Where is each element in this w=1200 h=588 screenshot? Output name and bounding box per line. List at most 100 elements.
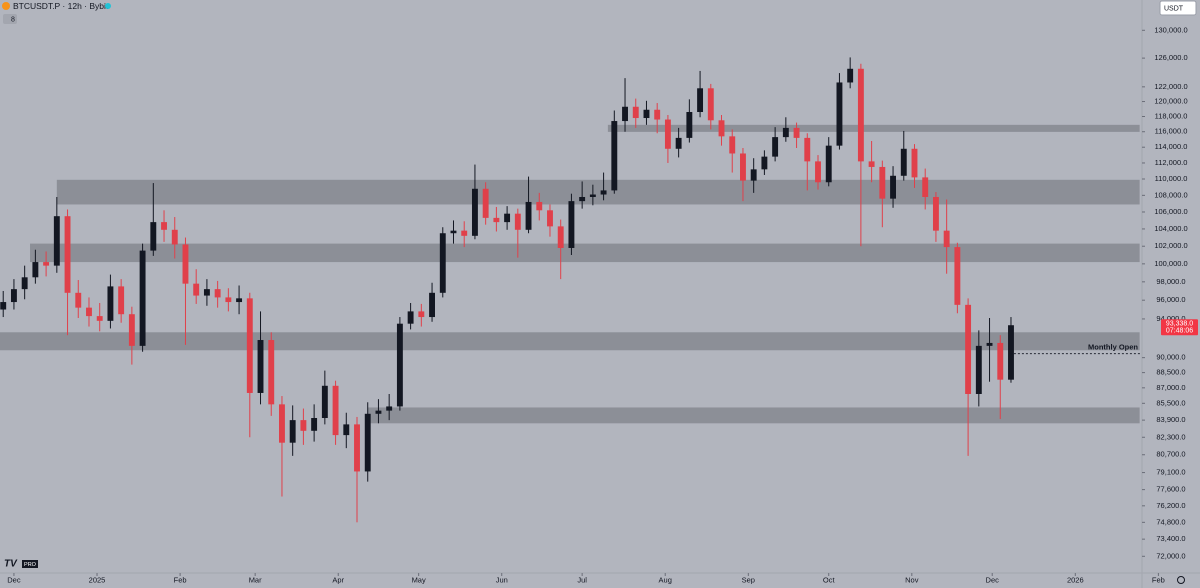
y-tick-label: 120,000.0 (1154, 97, 1187, 106)
candle-body (654, 109, 661, 120)
y-tick-label: 102,000.0 (1154, 241, 1187, 250)
candle-body (375, 410, 382, 414)
candle-body (10, 289, 17, 303)
brand-logo: TV (4, 559, 18, 570)
y-tick-label: 94,000.0 (1156, 314, 1185, 323)
candle-body (21, 277, 28, 290)
candle-body (429, 292, 435, 318)
y-tick-label: 73,400.0 (1156, 534, 1185, 543)
y-tick-label: 104,000.0 (1154, 224, 1187, 233)
y-tick-label: 106,000.0 (1154, 207, 1187, 216)
settings-icon[interactable] (1177, 576, 1185, 584)
candle-body (965, 304, 972, 394)
candle-body (504, 213, 511, 223)
candle-body (879, 166, 886, 199)
candle-body (257, 340, 264, 393)
countdown-label: 07:48:06 (1166, 328, 1193, 335)
candle-body (161, 222, 167, 230)
candle-body (718, 120, 725, 137)
brand-badge (22, 560, 38, 568)
candle-body (611, 121, 618, 191)
candle-body (600, 190, 607, 195)
x-tick-label: May (412, 575, 426, 584)
x-tick-label: Dec (986, 575, 1000, 584)
x-tick-label: 2026 (1067, 575, 1084, 584)
candle-body (793, 127, 800, 138)
x-tick-label: Dec (7, 575, 21, 584)
x-tick-label: Aug (659, 575, 672, 584)
candle-body (386, 406, 393, 411)
y-tick-label: 82,300.0 (1156, 432, 1185, 441)
y-tick-label: 98,000.0 (1156, 277, 1185, 286)
candle-body (514, 213, 521, 230)
candle-body (471, 188, 478, 236)
candle-body (461, 230, 468, 236)
candle-body (815, 161, 821, 183)
candle-body (686, 111, 693, 138)
y-tick-label: 72,000.0 (1156, 551, 1185, 560)
candle-body (707, 88, 714, 121)
candle-body (107, 286, 114, 321)
candle-body (332, 385, 339, 436)
candle-body (203, 289, 210, 296)
y-tick-label: 112,000.0 (1155, 158, 1188, 167)
candle-body (225, 297, 232, 303)
candle-body (868, 161, 875, 167)
zone (607, 124, 1140, 132)
candle-body (900, 148, 907, 176)
candle-body (740, 153, 746, 181)
candle-body (579, 196, 586, 202)
candle-body (932, 196, 939, 231)
y-tick-label: 100,000.0 (1154, 259, 1187, 268)
candle-body (407, 311, 414, 324)
y-tick-label: 130,000.0 (1154, 25, 1187, 34)
candle-body (836, 82, 843, 146)
candle-body (643, 109, 650, 119)
candle-body (150, 222, 157, 251)
candle-body (96, 316, 103, 321)
zone (0, 332, 1140, 351)
candle-body (547, 210, 553, 227)
y-tick-label: 85,500.0 (1156, 398, 1185, 407)
candle-body (236, 298, 243, 303)
candle-body (557, 226, 564, 248)
y-tick-label: 122,000.0 (1154, 82, 1187, 91)
y-tick-label: 77,600.0 (1156, 485, 1185, 494)
y-tick-label: 88,500.0 (1156, 368, 1185, 377)
candle-body (86, 307, 92, 317)
candle-body (32, 262, 39, 278)
candle-body (279, 404, 285, 443)
candle-body (911, 148, 918, 178)
candle-body (729, 136, 736, 154)
candle-body (589, 194, 596, 197)
candle-body (997, 342, 1004, 380)
zone (56, 179, 1140, 205)
currency-button[interactable] (1159, 0, 1197, 16)
x-tick-label: Jun (496, 575, 508, 584)
x-tick-label: Jul (577, 575, 587, 584)
y-tick-label: 96,000.0 (1156, 295, 1185, 304)
y-tick-label: 76,200.0 (1156, 501, 1185, 510)
candle-body (418, 311, 425, 318)
candle-body (193, 283, 200, 296)
x-tick-label: Oct (823, 575, 836, 584)
candle-body (825, 145, 832, 183)
indicator-badge[interactable] (3, 14, 17, 24)
y-tick-label: 87,000.0 (1156, 383, 1185, 392)
candle-body (246, 298, 253, 393)
candle-body (622, 106, 628, 122)
y-tick-label: 80,700.0 (1156, 450, 1185, 459)
candle-body (632, 106, 639, 119)
candle-body (53, 216, 60, 266)
candle-body (890, 175, 896, 199)
zone (367, 407, 1140, 424)
candle-body (975, 345, 982, 394)
candle-body (75, 292, 82, 308)
plot-area: Monthly Open (0, 57, 1142, 523)
candle-body (986, 342, 993, 346)
x-tick-label: Nov (905, 575, 919, 584)
x-tick-label: Sep (742, 575, 755, 584)
